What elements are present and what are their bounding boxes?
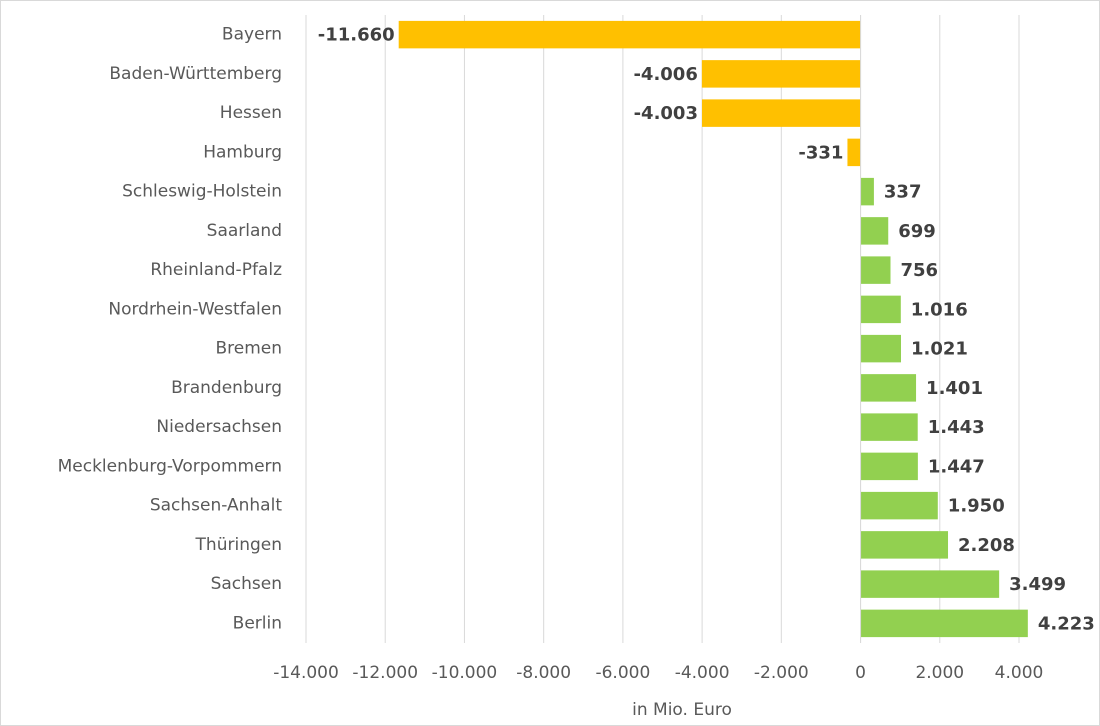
value-label: 1.401 (926, 378, 983, 399)
y-tick-label: Rheinland-Pfalz (150, 260, 282, 280)
bar (860, 256, 891, 284)
y-tick-label: Hessen (220, 103, 282, 123)
value-label: 2.208 (958, 535, 1015, 556)
bar (701, 99, 861, 127)
x-tick-label: -8.000 (516, 663, 571, 683)
y-tick-label: Niedersachsen (156, 417, 282, 437)
y-tick-label: Bayern (222, 25, 282, 45)
value-label: -4.003 (634, 103, 698, 124)
bar (860, 334, 901, 363)
y-tick-label: Nordrhein-Westfalen (108, 299, 282, 319)
x-tick-label: 2.000 (915, 663, 964, 683)
x-tick-label: -6.000 (595, 663, 650, 683)
y-tick-label: Saarland (207, 221, 282, 241)
y-tick-label: Mecklenburg-Vorpommern (58, 456, 282, 476)
x-tick-label: -2.000 (754, 663, 809, 683)
value-label: 1.950 (948, 496, 1005, 517)
y-tick-label: Schleswig-Holstein (122, 182, 282, 202)
value-label: -11.660 (318, 25, 395, 46)
y-tick-label: Sachsen (211, 574, 282, 594)
value-label: 1.021 (911, 339, 968, 360)
value-label: 1.443 (928, 417, 985, 438)
x-tick-label: 0 (855, 663, 866, 683)
value-label: -4.006 (633, 64, 697, 85)
bar (860, 570, 1000, 598)
bar (860, 452, 918, 481)
bar (860, 217, 889, 245)
bar (860, 295, 901, 324)
value-label: 699 (898, 221, 936, 242)
bar (398, 20, 861, 49)
value-label: 3.499 (1009, 574, 1066, 595)
x-tick-label: 4.000 (995, 663, 1044, 683)
value-label: 756 (901, 260, 939, 281)
y-tick-label: Thüringen (195, 535, 282, 555)
y-tick-label: Berlin (233, 613, 282, 633)
x-tick-label: -14.000 (273, 663, 339, 683)
value-label: 1.447 (928, 456, 985, 477)
bar (860, 413, 918, 441)
x-axis-title: in Mio. Euro (632, 700, 732, 720)
x-tick-label: -12.000 (352, 663, 418, 683)
x-tick-label: -10.000 (432, 663, 498, 683)
value-label: 1.016 (911, 299, 968, 320)
y-tick-label: Baden-Württemberg (109, 64, 282, 84)
x-tick-label: -4.000 (675, 663, 730, 683)
y-tick-label: Hamburg (203, 142, 282, 162)
y-tick-label: Brandenburg (171, 378, 282, 398)
bar (701, 60, 861, 88)
bar (860, 177, 874, 206)
bar (860, 531, 949, 559)
bar (847, 138, 861, 167)
value-label: -331 (798, 142, 843, 163)
bar (860, 374, 917, 402)
value-label: 337 (884, 182, 922, 203)
y-tick-label: Bremen (215, 339, 282, 359)
bar (860, 609, 1028, 638)
value-label: 4.223 (1038, 613, 1095, 634)
bar (860, 491, 938, 520)
y-tick-label: Sachsen-Anhalt (150, 496, 282, 516)
